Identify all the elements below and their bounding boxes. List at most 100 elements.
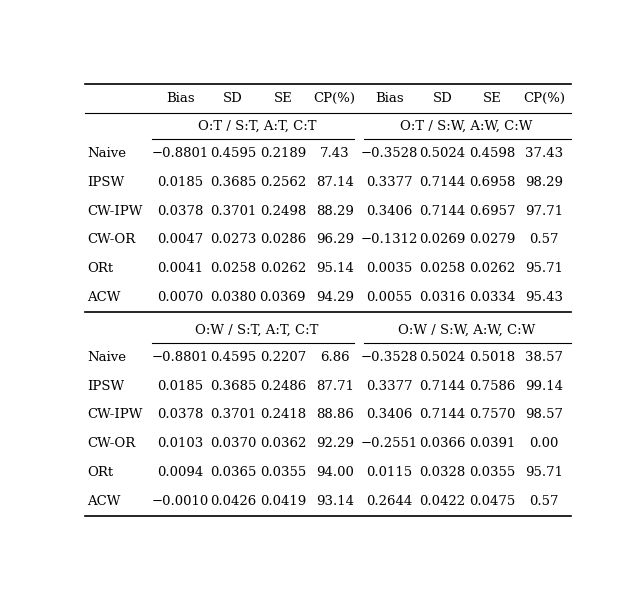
Text: 0.0269: 0.0269 — [419, 234, 465, 247]
Text: 38.57: 38.57 — [525, 350, 563, 363]
Text: 0.4595: 0.4595 — [210, 350, 256, 363]
Text: CW-IPW: CW-IPW — [87, 408, 142, 421]
Text: 0.0041: 0.0041 — [157, 263, 204, 276]
Text: 0.0258: 0.0258 — [210, 263, 256, 276]
Text: 0.0419: 0.0419 — [260, 495, 306, 508]
Text: 0.2418: 0.2418 — [260, 408, 306, 421]
Text: 0.4598: 0.4598 — [469, 147, 515, 160]
Text: 0.0047: 0.0047 — [157, 234, 204, 247]
Text: 0.0316: 0.0316 — [419, 291, 465, 304]
Text: 0.3406: 0.3406 — [366, 205, 413, 218]
Text: 0.0273: 0.0273 — [210, 234, 256, 247]
Text: ACW: ACW — [87, 495, 120, 508]
Text: 0.0103: 0.0103 — [157, 437, 204, 450]
Text: 0.0362: 0.0362 — [260, 437, 306, 450]
Text: 0.0355: 0.0355 — [260, 466, 306, 479]
Text: O:W / S:W, A:W, C:W: O:W / S:W, A:W, C:W — [397, 323, 535, 336]
Text: 0.7144: 0.7144 — [419, 379, 465, 392]
Text: 88.29: 88.29 — [316, 205, 354, 218]
Text: 0.6957: 0.6957 — [469, 205, 515, 218]
Text: 94.00: 94.00 — [316, 466, 354, 479]
Text: 0.0334: 0.0334 — [469, 291, 515, 304]
Text: 0.0328: 0.0328 — [419, 466, 465, 479]
Text: 0.0475: 0.0475 — [469, 495, 515, 508]
Text: 98.29: 98.29 — [525, 176, 563, 189]
Text: 0.2486: 0.2486 — [260, 379, 306, 392]
Text: 0.0365: 0.0365 — [210, 466, 256, 479]
Text: Bias: Bias — [166, 93, 195, 106]
Text: 0.6958: 0.6958 — [469, 176, 515, 189]
Text: SE: SE — [483, 93, 502, 106]
Text: 0.2189: 0.2189 — [260, 147, 306, 160]
Text: 0.0262: 0.0262 — [469, 263, 515, 276]
Text: −0.3528: −0.3528 — [361, 147, 419, 160]
Text: CP(%): CP(%) — [314, 93, 356, 106]
Text: −0.8801: −0.8801 — [152, 350, 209, 363]
Text: 0.57: 0.57 — [529, 234, 559, 247]
Text: 94.29: 94.29 — [316, 291, 354, 304]
Text: 95.43: 95.43 — [525, 291, 563, 304]
Text: ACW: ACW — [87, 291, 120, 304]
Text: 0.0380: 0.0380 — [210, 291, 256, 304]
Text: 0.2498: 0.2498 — [260, 205, 306, 218]
Text: CW-OR: CW-OR — [87, 437, 135, 450]
Text: 0.0391: 0.0391 — [469, 437, 515, 450]
Text: 0.0035: 0.0035 — [367, 263, 413, 276]
Text: 95.71: 95.71 — [525, 466, 563, 479]
Text: −0.8801: −0.8801 — [152, 147, 209, 160]
Text: 0.0370: 0.0370 — [210, 437, 256, 450]
Text: 99.14: 99.14 — [525, 379, 563, 392]
Text: 0.0378: 0.0378 — [157, 408, 204, 421]
Text: CP(%): CP(%) — [523, 93, 565, 106]
Text: 88.86: 88.86 — [316, 408, 354, 421]
Text: 97.71: 97.71 — [525, 205, 563, 218]
Text: 0.0094: 0.0094 — [157, 466, 204, 479]
Text: Naive: Naive — [87, 147, 126, 160]
Text: 0.0355: 0.0355 — [469, 466, 515, 479]
Text: 0.2644: 0.2644 — [367, 495, 413, 508]
Text: 0.0366: 0.0366 — [419, 437, 465, 450]
Text: 0.7144: 0.7144 — [419, 176, 465, 189]
Text: 0.2562: 0.2562 — [260, 176, 306, 189]
Text: ORt: ORt — [87, 263, 113, 276]
Text: 0.0262: 0.0262 — [260, 263, 306, 276]
Text: 0.0115: 0.0115 — [367, 466, 413, 479]
Text: 7.43: 7.43 — [320, 147, 349, 160]
Text: 92.29: 92.29 — [316, 437, 354, 450]
Text: 96.29: 96.29 — [316, 234, 354, 247]
Text: 98.57: 98.57 — [525, 408, 563, 421]
Text: 95.14: 95.14 — [316, 263, 354, 276]
Text: SE: SE — [273, 93, 292, 106]
Text: ORt: ORt — [87, 466, 113, 479]
Text: CW-IPW: CW-IPW — [87, 205, 142, 218]
Text: 0.0258: 0.0258 — [419, 263, 465, 276]
Text: IPSW: IPSW — [87, 176, 124, 189]
Text: −0.0010: −0.0010 — [152, 495, 209, 508]
Text: 0.3685: 0.3685 — [210, 379, 256, 392]
Text: 0.7570: 0.7570 — [469, 408, 515, 421]
Text: 93.14: 93.14 — [316, 495, 354, 508]
Text: 0.0070: 0.0070 — [157, 291, 204, 304]
Text: 0.7586: 0.7586 — [469, 379, 515, 392]
Text: 0.0279: 0.0279 — [469, 234, 515, 247]
Text: 87.14: 87.14 — [316, 176, 354, 189]
Text: 87.71: 87.71 — [316, 379, 354, 392]
Text: 6.86: 6.86 — [320, 350, 349, 363]
Text: 0.3685: 0.3685 — [210, 176, 256, 189]
Text: 0.5018: 0.5018 — [469, 350, 515, 363]
Text: 0.0378: 0.0378 — [157, 205, 204, 218]
Text: 0.0422: 0.0422 — [419, 495, 465, 508]
Text: −0.2551: −0.2551 — [361, 437, 418, 450]
Text: −0.1312: −0.1312 — [361, 234, 419, 247]
Text: 95.71: 95.71 — [525, 263, 563, 276]
Text: 0.2207: 0.2207 — [260, 350, 306, 363]
Text: Bias: Bias — [375, 93, 404, 106]
Text: Naive: Naive — [87, 350, 126, 363]
Text: 0.5024: 0.5024 — [419, 350, 465, 363]
Text: −0.3528: −0.3528 — [361, 350, 419, 363]
Text: O:T / S:W, A:W, C:W: O:T / S:W, A:W, C:W — [400, 120, 532, 133]
Text: 0.5024: 0.5024 — [419, 147, 465, 160]
Text: 0.3701: 0.3701 — [210, 408, 256, 421]
Text: CW-OR: CW-OR — [87, 234, 135, 247]
Text: 0.3377: 0.3377 — [366, 379, 413, 392]
